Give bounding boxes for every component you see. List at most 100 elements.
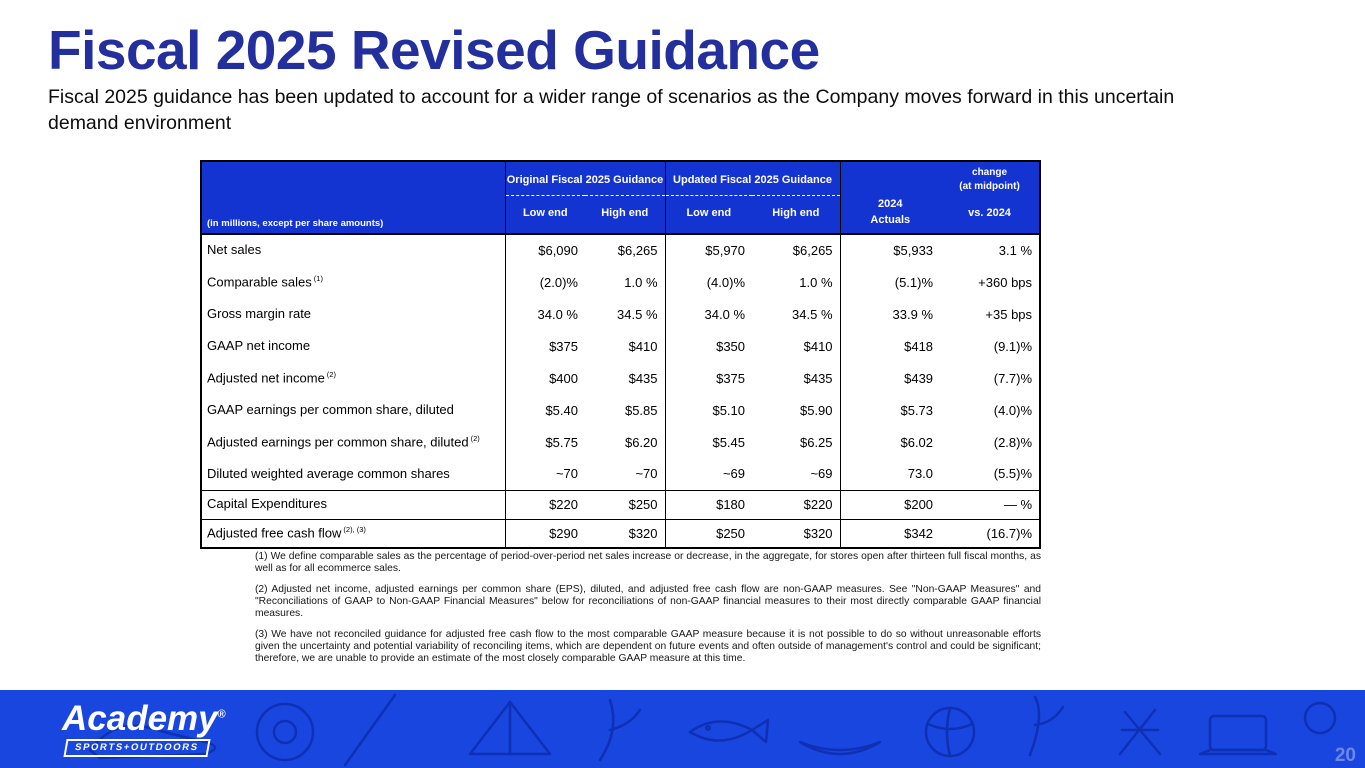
cell-value: (4.0)%: [993, 402, 1033, 418]
cell-value: $6,090: [505, 233, 585, 266]
cell-value: $6.20: [585, 426, 666, 458]
cell-value: $250: [585, 490, 666, 519]
subheader-vs-2024: vs. 2024: [940, 195, 1041, 234]
cell-value: $5,933: [840, 233, 941, 266]
cell-value: $435: [752, 362, 841, 394]
cell-value: $5.40: [545, 402, 578, 418]
table-row: Comparable sales (1) (2.0)% 1.0 % (4.0)% 1.0 …: [201, 266, 1040, 298]
row-label: Net sales: [201, 233, 506, 266]
table-row: Adjusted free cash flow (2), (3) $290 $320 $…: [201, 519, 1041, 548]
cell-value: $5,970: [665, 233, 753, 266]
footnote-reference: (2): [470, 433, 480, 443]
cell-value: $250: [716, 525, 746, 541]
page-number: 20: [1334, 745, 1356, 766]
cell-value: 1.0 %: [752, 266, 841, 298]
cell-value: ~69: [722, 466, 746, 482]
table-row: Adjusted earnings per common share, dilu…: [201, 426, 1040, 458]
guidance-table-body: Net sales $6,090 $6,265 $5,970 $6,265 $5,933 3…: [201, 233, 1041, 548]
academy-logo-wordmark: Academy®: [62, 699, 226, 738]
footnote-reference: (2), (3): [343, 524, 366, 534]
cell-value: 3.1 %: [940, 233, 1041, 266]
column-header-2024-actuals: 2024 Actuals: [840, 161, 941, 234]
academy-logo-banner: SPORTS+OUTDOORS: [63, 739, 211, 757]
row-label: Gross margin rate: [201, 298, 506, 330]
table-row: GAAP net income $375 $410 $350 $410 $418 (9.1)…: [201, 330, 1040, 362]
table-row: Gross margin rate 34.0 % 34.5 % 34.0 % 34.5 …: [201, 298, 1040, 330]
cell-value: $320: [752, 519, 841, 548]
column-header-change-at-midpoint: change (at midpoint): [940, 161, 1041, 195]
cell-value: 34.5 %: [585, 298, 666, 330]
row-label: GAAP net income: [201, 330, 506, 362]
cell-value: $439: [904, 370, 934, 386]
subheader-updated-high-end: High end: [752, 195, 841, 234]
column-group-original-guidance: Original Fiscal 2025 Guidance: [505, 161, 666, 196]
subheader-original-high-end: High end: [585, 195, 666, 234]
cell-value: 34.0 %: [537, 306, 578, 322]
row-label: Adjusted free cash flow (2), (3): [201, 519, 506, 548]
registered-mark: ®: [217, 708, 226, 721]
cell-value: 1.0 %: [585, 266, 666, 298]
cell-value: $342: [904, 525, 934, 541]
cell-value: +35 bps: [985, 306, 1033, 322]
cell-value: $410: [752, 330, 841, 362]
footnote-reference: (2): [326, 369, 336, 379]
cell-value: $418: [904, 338, 934, 354]
cell-value: (4.0)%: [706, 274, 746, 290]
row-label: Capital Expenditures: [201, 490, 506, 519]
cell-value: $375: [549, 338, 578, 354]
footer-outdoor-pattern-decoration: [88, 693, 1337, 767]
cell-value: $290: [549, 525, 578, 541]
guidance-table: (in millions, except per share amounts) …: [200, 160, 1042, 549]
cell-value: (5.5)%: [993, 466, 1033, 482]
footnote-1: (1) We define comparable sales as the pe…: [255, 551, 1041, 574]
table-row: Net sales $6,090 $6,265 $5,970 $6,265 $5,933 3…: [201, 233, 1041, 266]
cell-value: $220: [549, 497, 578, 512]
cell-value: $220: [752, 490, 841, 519]
cell-value: (16.7)%: [986, 525, 1033, 541]
cell-value: $5.73: [900, 402, 934, 418]
cell-value: (2.0)%: [539, 274, 578, 290]
table-row: Diluted weighted average common shares ~7…: [201, 458, 1040, 490]
row-label: Diluted weighted average common shares: [201, 458, 506, 490]
cell-value: $6.02: [900, 434, 934, 450]
row-label: Adjusted earnings per common share, dilu…: [201, 426, 506, 458]
cell-value: (9.1)%: [993, 338, 1033, 354]
footnote-3: (3) We have not reconciled guidance for …: [255, 628, 1041, 664]
footer-band: Academy® SPORTS+OUTDOORS 20: [0, 690, 1365, 768]
cell-value: $375: [716, 370, 746, 386]
cell-value: (5.1)%: [894, 274, 934, 290]
cell-value: 33.9 %: [892, 306, 934, 322]
table-row: Adjusted net income (2) $400 $435 $375 $435 $4…: [201, 362, 1040, 394]
cell-value: $5.75: [545, 434, 578, 450]
cell-value: $410: [585, 330, 666, 362]
column-group-updated-guidance: Updated Fiscal 2025 Guidance: [665, 161, 841, 196]
table-row: Capital Expenditures $220 $250 $180 $220 $200…: [201, 490, 1041, 519]
cell-value: $5.85: [585, 394, 666, 426]
cell-value: $180: [716, 497, 746, 512]
cell-value: $320: [585, 519, 666, 548]
cell-value: (7.7)%: [993, 370, 1033, 386]
cell-value: 34.0 %: [704, 306, 746, 322]
cell-value: (2.8)%: [993, 434, 1033, 450]
cell-value: +360 bps: [978, 274, 1033, 290]
page-title: Fiscal 2025 Revised Guidance: [48, 19, 820, 81]
cell-value: $6,265: [752, 233, 841, 266]
cell-value: $6,265: [585, 233, 666, 266]
subheader-updated-low-end: Low end: [665, 195, 753, 234]
academy-logo: Academy® SPORTS+OUTDOORS: [62, 701, 226, 757]
slide-subtitle: Fiscal 2025 guidance has been updated to…: [48, 85, 1175, 135]
cell-value: ~69: [752, 458, 841, 490]
cell-value: $435: [585, 362, 666, 394]
cell-value: $200: [904, 497, 934, 512]
footnotes: (1) We define comparable sales as the pe…: [255, 551, 1041, 674]
cell-value: $6.25: [752, 426, 841, 458]
row-label: GAAP earnings per common share, diluted: [201, 394, 506, 426]
subheader-original-low-end: Low end: [505, 195, 585, 234]
table-corner-label: (in millions, except per share amounts): [201, 161, 506, 234]
footnote-reference: (1): [313, 273, 323, 283]
cell-value: 73.0: [907, 466, 934, 482]
cell-value: ~70: [555, 466, 578, 482]
row-label: Adjusted net income (2): [201, 362, 506, 394]
footnote-2: (2) Adjusted net income, adjusted earnin…: [255, 583, 1041, 619]
